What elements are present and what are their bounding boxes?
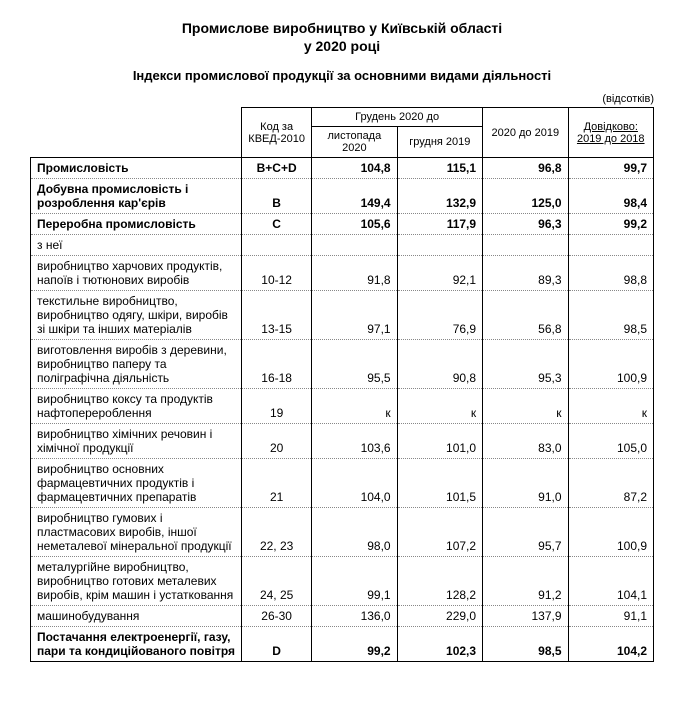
table-row: Постачання електроенергії, газу, пари та… (31, 627, 654, 662)
table-row: виробництво хімічних речовин і хімічної … (31, 424, 654, 459)
th-2020: 2020 до 2019 (483, 108, 568, 158)
unit-note: (відсотків) (30, 93, 654, 105)
table-row: виготовлення виробів з деревини, виробни… (31, 340, 654, 389)
table-row: машинобудування26-30136,0229,0137,991,1 (31, 606, 654, 627)
table-row: Переробна промисловістьC105,6117,996,399… (31, 214, 654, 235)
table-row: Добувна промисловість і розроблення кар'… (31, 179, 654, 214)
table-row: виробництво коксу та продуктів нафтопере… (31, 389, 654, 424)
subtitle: Індекси промислової продукції за основни… (30, 68, 654, 83)
th-dec-group: Грудень 2020 до (312, 108, 483, 127)
table-row: ПромисловістьB+C+D104,8115,196,899,7 (31, 158, 654, 179)
table-row: виробництво основних фармацевтичних прод… (31, 459, 654, 508)
th-code: Код за КВЕД-2010 (242, 108, 312, 158)
table-row: з неї (31, 235, 654, 256)
title-line1: Промислове виробництво у Київській облас… (30, 20, 654, 36)
title-line2: у 2020 році (30, 38, 654, 54)
data-table: Код за КВЕД-2010 Грудень 2020 до 2020 до… (30, 107, 654, 662)
table-row: металургійне виробництво, виробництво го… (31, 557, 654, 606)
th-ref: Довідково: 2019 до 2018 (568, 108, 653, 158)
table-row: виробництво гумових і пластмасових вироб… (31, 508, 654, 557)
table-row: текстильне виробництво, виробництво одяг… (31, 291, 654, 340)
th-dec-dec: грудня 2019 (397, 127, 482, 158)
table-row: виробництво харчових продуктів, напоїв і… (31, 256, 654, 291)
th-dec-nov: листопада 2020 (312, 127, 397, 158)
